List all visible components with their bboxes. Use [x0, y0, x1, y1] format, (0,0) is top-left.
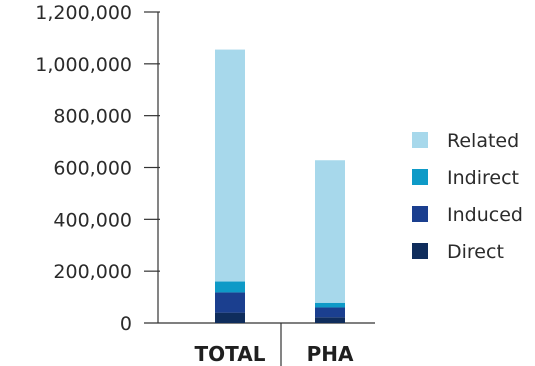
legend-swatch-direct [412, 243, 428, 259]
bar-segment-induced-total [215, 292, 245, 313]
bar-segment-related-total [215, 49, 245, 282]
legend-swatch-indirect [412, 169, 428, 185]
bar-segment-direct-total [215, 312, 245, 323]
bar-segment-indirect-total [215, 281, 245, 293]
bar-segment-indirect-pha [315, 302, 345, 308]
legend-label-direct: Direct [447, 241, 504, 263]
axes: 0 200,000 400,000 600,000 800,000 1,000,000 1,… [35, 2, 375, 366]
legend-label-indirect: Indirect [447, 167, 519, 189]
legend-swatch-induced [412, 206, 428, 222]
y-tick-label: 1,000,000 [35, 54, 132, 76]
x-tick-label: TOTAL [195, 342, 266, 366]
y-tick-label: 600,000 [53, 158, 132, 180]
legend-label-related: Related [447, 130, 519, 152]
y-tick-label: 0 [120, 313, 132, 335]
y-tick-label: 200,000 [53, 261, 132, 283]
bar-segment-direct-pha [315, 317, 345, 323]
y-tick-label: 800,000 [53, 106, 132, 128]
legend-label-induced: Induced [447, 204, 523, 226]
y-tick-label: 400,000 [53, 209, 132, 231]
bar-segment-induced-pha [315, 307, 345, 318]
bar-segment-related-pha [315, 160, 345, 303]
legend-swatch-related [412, 132, 428, 148]
bars [215, 49, 345, 323]
legend: Related Indirect Induced Direct [412, 130, 523, 263]
x-tick-label: PHA [307, 342, 354, 366]
y-tick-label: 1,200,000 [35, 2, 132, 24]
